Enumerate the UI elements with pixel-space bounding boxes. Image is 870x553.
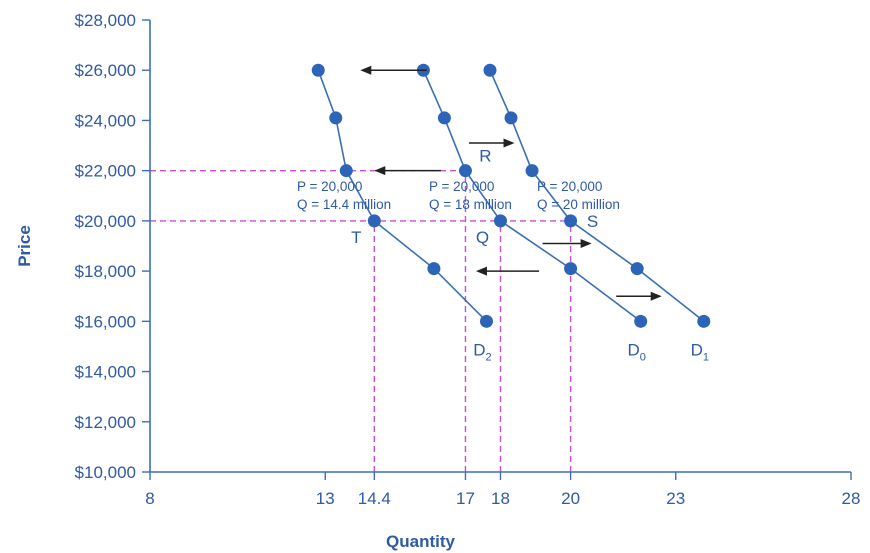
curve-label-main: D bbox=[691, 340, 703, 359]
curve-label-main: D bbox=[473, 340, 485, 359]
data-point bbox=[329, 111, 343, 125]
data-point bbox=[367, 214, 381, 228]
point-label-s: S bbox=[587, 212, 598, 231]
shift-arrow bbox=[616, 291, 662, 301]
y-tick-label: $14,000 bbox=[75, 363, 136, 382]
y-tick-label: $28,000 bbox=[75, 11, 136, 30]
point-label-q: Q bbox=[476, 228, 489, 247]
data-point bbox=[504, 111, 518, 125]
shift-arrow bbox=[475, 266, 540, 276]
y-tick-label: $18,000 bbox=[75, 262, 136, 281]
arrow-head bbox=[580, 238, 592, 248]
annotation-price: P = 20,000 bbox=[297, 179, 362, 194]
arrow-head bbox=[475, 266, 487, 276]
curve-label-subscript: 2 bbox=[486, 351, 492, 363]
demand-curves: D2 D0 D1 bbox=[311, 63, 711, 363]
curve-label: D0 bbox=[627, 340, 645, 363]
demand-curve-d2: D2 bbox=[311, 63, 493, 363]
shift-arrow bbox=[468, 138, 515, 148]
reference-guides bbox=[150, 169, 572, 472]
arrow-head bbox=[503, 138, 515, 148]
curve-label: D2 bbox=[473, 340, 491, 363]
shift-arrow bbox=[542, 238, 592, 248]
arrow-head bbox=[650, 291, 662, 301]
x-tick-label: 17 bbox=[456, 489, 475, 508]
x-tick-label: 18 bbox=[491, 489, 510, 508]
data-point bbox=[311, 63, 325, 77]
arrow-head bbox=[374, 166, 386, 176]
y-axis-ticks: $10,000 $12,000 $14,000 $16,000 $18,000 $20,0… bbox=[75, 11, 150, 482]
curve-line bbox=[422, 69, 642, 322]
data-point bbox=[564, 214, 578, 228]
data-point bbox=[634, 314, 648, 328]
y-tick-label: $22,000 bbox=[75, 162, 136, 181]
y-tick-label: $26,000 bbox=[75, 61, 136, 80]
y-tick-label: $10,000 bbox=[75, 463, 136, 482]
y-tick-label: $16,000 bbox=[75, 312, 136, 331]
y-tick-label: $24,000 bbox=[75, 111, 136, 130]
x-axis-ticks: 8 13 14.4 17 18 20 23 28 bbox=[145, 472, 860, 508]
point-label-t: T bbox=[351, 228, 361, 247]
data-point bbox=[458, 164, 472, 178]
x-tick-label: 13 bbox=[316, 489, 335, 508]
curve-label-main: D bbox=[627, 340, 639, 359]
x-axis-title: Quantity bbox=[386, 532, 455, 551]
equilibrium-annotations: P = 20,000 Q = 14.4 million P = 20,000 Q = … bbox=[297, 179, 620, 212]
demand-curve-d0: D0 bbox=[416, 63, 648, 363]
data-point bbox=[494, 214, 507, 228]
curve-label: D1 bbox=[691, 340, 709, 363]
point-labels: T Q R S bbox=[351, 147, 598, 247]
curve-line bbox=[317, 69, 488, 322]
x-tick-label: 23 bbox=[666, 489, 685, 508]
annotation-quantity: Q = 14.4 million bbox=[297, 197, 391, 212]
data-point bbox=[564, 262, 578, 276]
y-tick-label: $12,000 bbox=[75, 413, 136, 432]
curve-label-subscript: 0 bbox=[640, 351, 646, 363]
shift-arrows bbox=[360, 65, 662, 301]
data-point bbox=[697, 314, 711, 328]
shift-arrow bbox=[374, 166, 441, 176]
curve-label-subscript: 1 bbox=[703, 351, 709, 363]
x-tick-label: 20 bbox=[561, 489, 580, 508]
point-label-r: R bbox=[479, 147, 491, 166]
y-tick-label: $20,000 bbox=[75, 212, 136, 231]
annotation-price: P = 20,000 bbox=[537, 179, 602, 194]
x-tick-label: 14.4 bbox=[358, 489, 391, 508]
annotation-quantity: Q = 18 million bbox=[429, 197, 512, 212]
x-tick-label: 28 bbox=[842, 489, 861, 508]
data-point bbox=[525, 164, 539, 178]
x-tick-label: 8 bbox=[145, 489, 154, 508]
data-point bbox=[479, 314, 493, 328]
arrow-head bbox=[360, 65, 372, 75]
annotation-quantity: Q = 20 million bbox=[537, 197, 620, 212]
data-point bbox=[339, 164, 353, 178]
demand-curve-d1: D1 bbox=[483, 63, 711, 363]
curve-line bbox=[489, 69, 705, 322]
data-point bbox=[630, 262, 644, 276]
shift-arrow bbox=[360, 65, 427, 75]
data-point bbox=[427, 262, 441, 276]
data-point bbox=[483, 63, 497, 77]
annotation-price: P = 20,000 bbox=[429, 179, 494, 194]
y-axis-title: Price bbox=[15, 225, 34, 267]
data-point bbox=[437, 111, 451, 125]
